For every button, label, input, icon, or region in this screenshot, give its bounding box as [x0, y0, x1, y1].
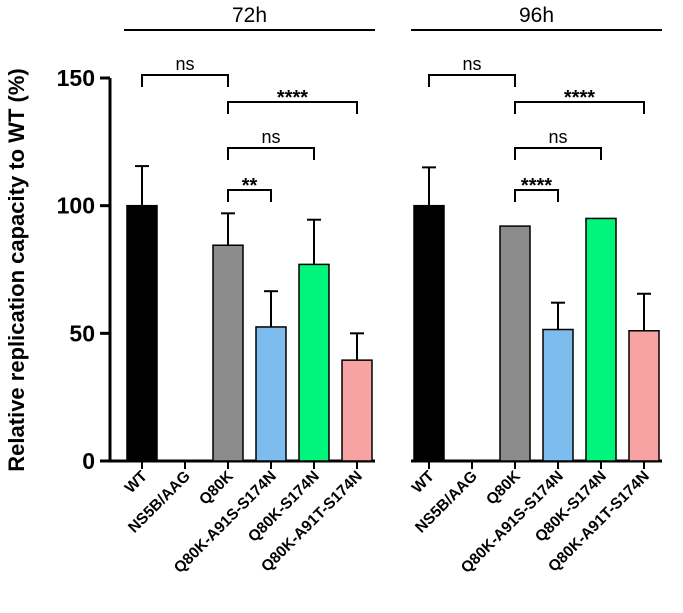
bracket-2 — [227, 147, 315, 160]
significance-label-1: **** — [277, 87, 308, 109]
significance-label-5: **** — [564, 87, 595, 109]
category-label-1-0: WT — [409, 467, 438, 496]
bracket-6 — [514, 147, 602, 160]
category-label-0-0: WT — [122, 467, 151, 496]
bar-0-0 — [126, 204, 158, 462]
bar-1-5 — [628, 330, 660, 462]
y-axis: 0 50 100 150 — [57, 65, 662, 474]
bar-1-0 — [413, 204, 445, 462]
bracket-7 — [514, 189, 559, 202]
bracket-3 — [227, 189, 272, 202]
significance-label-6: ns — [548, 127, 567, 147]
y-tick-label-0: 0 — [82, 448, 95, 474]
bracket-5 — [514, 101, 645, 114]
y-tick-label-50: 50 — [69, 320, 95, 346]
group-label-72h: 72h — [232, 4, 267, 27]
bar-0-3 — [255, 326, 287, 462]
significance-label-4: ns — [462, 54, 481, 74]
bar-1-3 — [542, 328, 574, 462]
y-tick-label-150: 150 — [57, 65, 95, 91]
bar-1-2 — [499, 225, 531, 462]
y-axis-title: Relative replication capacity to WT (%) — [4, 68, 29, 471]
bar-0-5 — [341, 359, 373, 462]
bar-1-4 — [585, 217, 617, 462]
group-label-96h: 96h — [519, 4, 554, 27]
bracket-0 — [141, 74, 229, 87]
significance-label-2: ns — [261, 127, 280, 147]
significance-label-0: ns — [175, 54, 194, 74]
bars — [126, 165, 660, 469]
y-tick-label-100: 100 — [57, 193, 95, 219]
significance-label-7: **** — [521, 175, 552, 197]
category-label-0-2: Q80K — [196, 467, 237, 508]
category-label-1-2: Q80K — [483, 467, 524, 508]
bar-0-2 — [212, 244, 244, 462]
significance-annotations: 72h 96h ns **** ns ** ns **** ns **** — [124, 4, 662, 202]
bracket-4 — [428, 74, 516, 87]
bar-0-4 — [298, 263, 330, 462]
significance-label-3: ** — [242, 175, 258, 197]
bracket-1 — [227, 101, 358, 114]
